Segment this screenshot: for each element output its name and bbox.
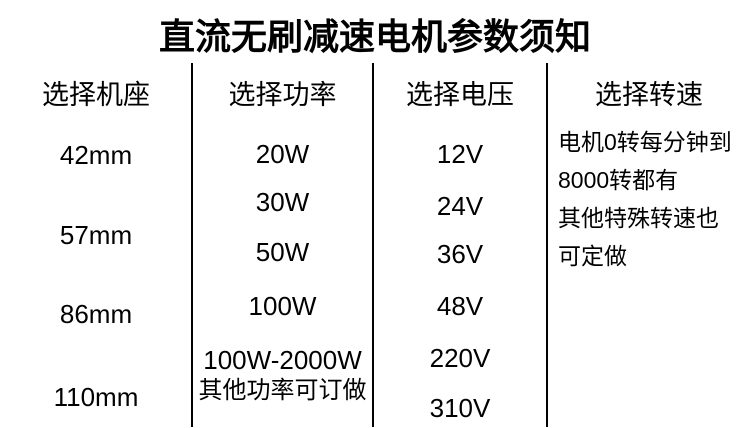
voltage-option: 310V xyxy=(429,393,491,423)
frame-size-option: 42mm xyxy=(59,140,133,170)
column-voltage: 选择电压 12V 24V 36V 48V 220V 310V xyxy=(374,0,546,428)
speed-note-line: 8000转都有 xyxy=(558,167,679,193)
frame-size-option: 57mm xyxy=(59,220,133,250)
speed-note-line: 其他特殊转速也 xyxy=(558,205,719,231)
power-option: 20W xyxy=(255,139,310,169)
voltage-option: 48V xyxy=(436,291,484,321)
column-speed: 选择转速 电机0转每分钟到 8000转都有 其他特殊转速也 可定做 xyxy=(548,0,750,428)
speed-note-line: 可定做 xyxy=(558,243,627,269)
frame-size-option: 86mm xyxy=(59,299,133,329)
voltage-option: 24V xyxy=(436,191,484,221)
page-title: 直流无刷减速电机参数须知 xyxy=(158,16,591,57)
column-power: 选择功率 20W 30W 50W 100W 100W-2000W 其他功率可订做 xyxy=(193,0,372,428)
power-option: 100W-2000W xyxy=(203,345,362,375)
speed-header: 选择转速 xyxy=(595,80,703,110)
column-frame-size: 选择机座 42mm 57mm 86mm 110mm xyxy=(0,0,192,428)
column-divider-2 xyxy=(372,63,374,427)
voltage-option: 220V xyxy=(429,343,491,373)
speed-note-line: 电机0转每分钟到 xyxy=(558,129,732,155)
frame-size-option: 110mm xyxy=(53,382,139,412)
voltage-option: 36V xyxy=(436,239,484,269)
power-option: 100W xyxy=(248,291,317,321)
power-header: 选择功率 xyxy=(228,80,337,110)
column-divider-1 xyxy=(191,63,193,427)
power-custom-note: 其他功率可订做 xyxy=(198,377,367,404)
power-option: 30W xyxy=(255,187,310,217)
voltage-option: 12V xyxy=(436,139,484,169)
power-option: 50W xyxy=(255,237,310,267)
column-divider-3 xyxy=(546,63,548,427)
frame-size-header: 选择机座 xyxy=(42,80,150,110)
speed-note: 电机0转每分钟到 8000转都有 其他特殊转速也 可定做 xyxy=(558,123,748,275)
voltage-header: 选择电压 xyxy=(406,80,514,110)
